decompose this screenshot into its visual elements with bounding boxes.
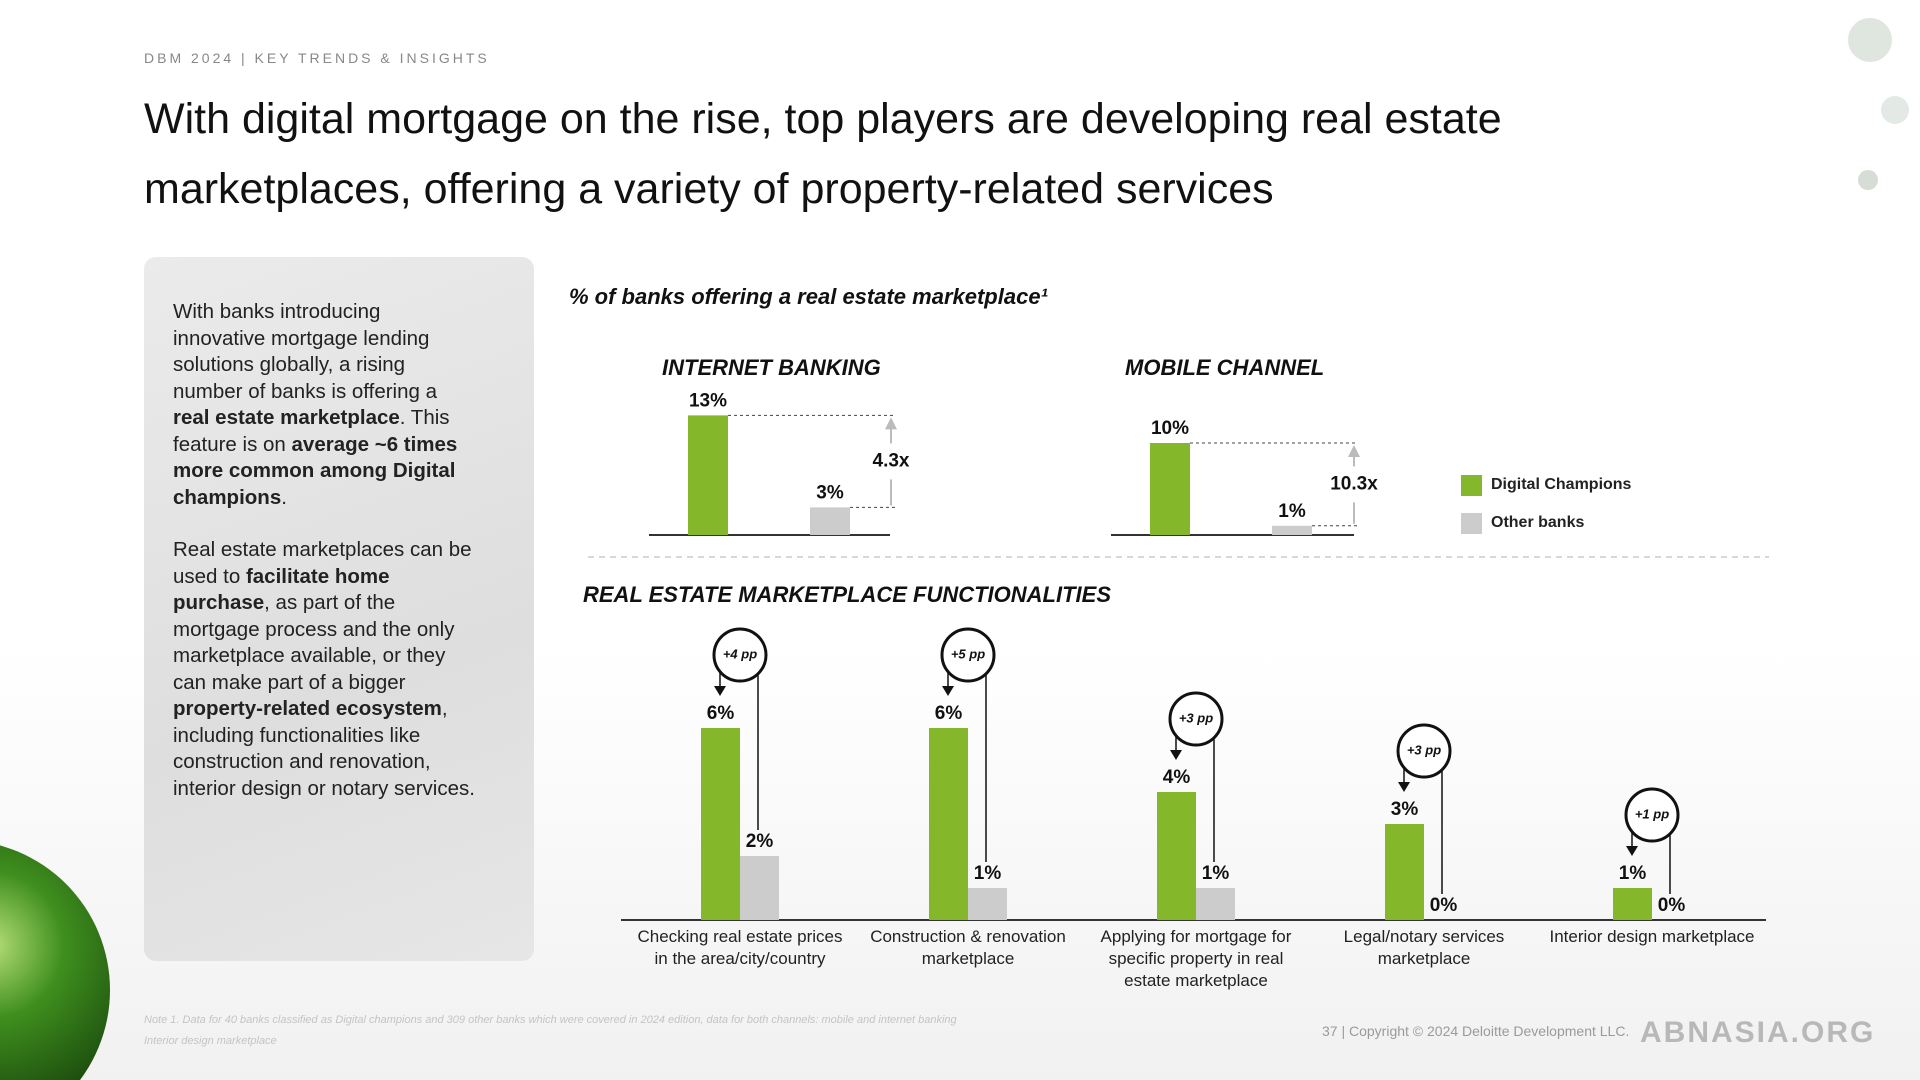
decor-splash xyxy=(1858,170,1878,190)
bold-text: facilitate home purchase xyxy=(173,564,390,615)
section-title: % of banks offering a real estate market… xyxy=(569,284,1049,309)
bar xyxy=(701,728,740,920)
bar xyxy=(810,507,850,535)
value-label: 1% xyxy=(1278,501,1306,522)
header-label: DBM 2024 | KEY TRENDS & INSIGHTS xyxy=(144,50,490,66)
value-label: 13% xyxy=(689,390,727,411)
value-label: 1% xyxy=(974,863,1002,884)
bar xyxy=(1272,525,1312,535)
value-label: 4% xyxy=(1163,767,1191,788)
paragraph: With banks introducing innovative mortga… xyxy=(173,299,478,511)
x-tick-label: Checking real estate prices in the area/… xyxy=(637,927,843,968)
pp-label: +3 pp xyxy=(1179,710,1213,725)
footnote-line: Note 1. Data for 40 banks classified as … xyxy=(144,1014,957,1026)
copyright: 37 | Copyright © 2024 Deloitte Developme… xyxy=(1322,1023,1630,1039)
legend-label: Digital Champions xyxy=(1491,476,1632,493)
bar xyxy=(1385,824,1424,920)
x-tick-label: Interior design marketplace xyxy=(1549,927,1755,946)
bar xyxy=(968,888,1007,920)
watermark: ABNASIA.ORG xyxy=(1640,1016,1876,1049)
value-label: 3% xyxy=(816,482,844,503)
legend-swatch xyxy=(1461,475,1482,496)
bar xyxy=(688,415,728,535)
arrow-head xyxy=(885,417,897,430)
ratio-label: 4.3x xyxy=(873,450,910,471)
text: Real estate marketplaces can be used to xyxy=(173,538,472,588)
value-label: 0% xyxy=(1430,895,1458,916)
pp-arrow xyxy=(942,686,954,696)
bar xyxy=(1196,888,1235,920)
pp-badge xyxy=(1624,787,1680,843)
pp-badge xyxy=(1168,691,1224,747)
pp-label: +3 pp xyxy=(1407,742,1441,757)
bold-text: property-related ecosystem xyxy=(173,697,442,720)
text: , as part of the mortgage process and th… xyxy=(173,591,455,694)
text: With banks introducing innovative mortga… xyxy=(173,300,437,403)
paragraph: Real estate marketplaces can be used to … xyxy=(173,537,478,802)
chart-title: MOBILE CHANNEL xyxy=(1125,355,1324,380)
text: . xyxy=(281,485,287,509)
pp-arrow xyxy=(1626,846,1638,856)
bar xyxy=(1157,792,1196,920)
pp-badge xyxy=(712,627,768,683)
value-label: 2% xyxy=(746,831,774,852)
pp-arrow xyxy=(1398,782,1410,792)
sidebar: With banks introducing innovative mortga… xyxy=(144,257,534,961)
pp-arrow xyxy=(714,686,726,696)
value-label: 1% xyxy=(1202,863,1230,884)
pp-label: +1 pp xyxy=(1635,806,1669,821)
value-label: 1% xyxy=(1619,863,1647,884)
pp-label: +4 pp xyxy=(723,646,757,661)
value-label: 3% xyxy=(1391,799,1419,820)
decor-sphere xyxy=(0,845,110,1080)
x-tick-label: Legal/notary services marketplace xyxy=(1343,927,1505,968)
ratio-label: 10.3x xyxy=(1330,473,1378,494)
legend-swatch xyxy=(1461,513,1482,534)
footnote-line: Interior design marketplace xyxy=(144,1035,277,1047)
text: . This feature is on xyxy=(173,406,450,456)
bold-text: average ~6 times more common among Digit… xyxy=(173,432,458,509)
arrow-head xyxy=(1348,445,1360,457)
text: , including functionalities like constru… xyxy=(173,697,475,800)
pp-badge xyxy=(940,627,996,683)
x-tick-label: Construction & renovation marketplace xyxy=(870,927,1066,968)
decor-splash xyxy=(1881,96,1909,124)
value-label: 0% xyxy=(1658,895,1686,916)
bar xyxy=(1613,888,1652,920)
legend-label: Other banks xyxy=(1491,514,1584,531)
pp-badge xyxy=(1396,723,1452,779)
pp-label: +5 pp xyxy=(951,646,985,661)
chart-title: INTERNET BANKING xyxy=(662,355,881,380)
bar xyxy=(740,856,779,920)
chart-title: REAL ESTATE MARKETPLACE FUNCTIONALITIES xyxy=(583,582,1111,607)
value-label: 10% xyxy=(1151,418,1189,439)
sidebar-text: With banks introducing innovative mortga… xyxy=(173,299,478,828)
value-label: 6% xyxy=(935,703,963,724)
bold-text: real estate marketplace xyxy=(173,406,400,429)
footnote: Note 1. Data for 40 banks classified as … xyxy=(144,1010,957,1052)
pp-arrow xyxy=(1170,750,1182,760)
x-tick-label: Applying for mortgage for specific prope… xyxy=(1100,927,1292,990)
slide-title: With digital mortgage on the rise, top p… xyxy=(144,95,1502,213)
decor-splash xyxy=(1848,18,1892,62)
bar xyxy=(929,728,968,920)
bar xyxy=(1150,443,1190,535)
value-label: 6% xyxy=(707,703,735,724)
